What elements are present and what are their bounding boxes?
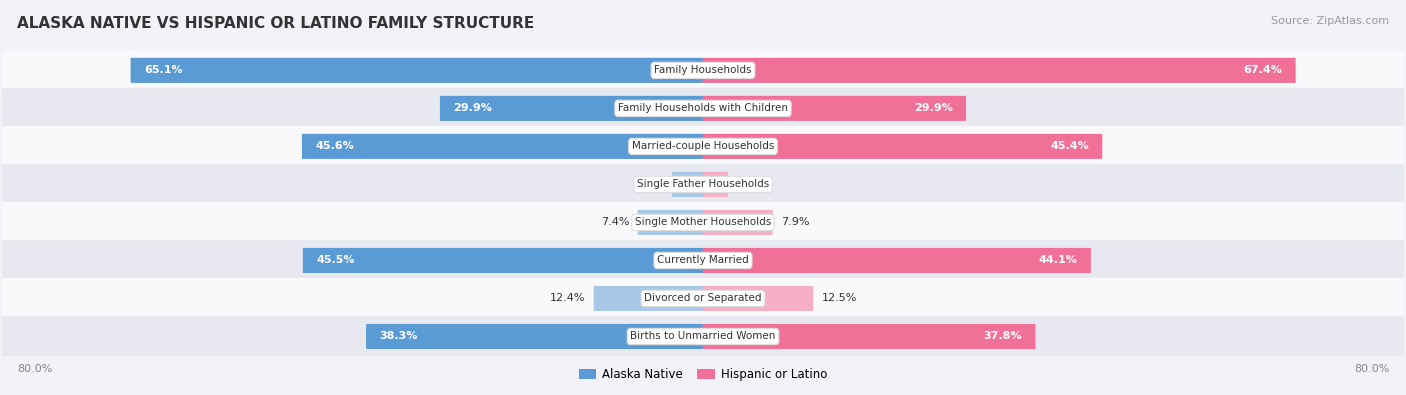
Text: ALASKA NATIVE VS HISPANIC OR LATINO FAMILY STRUCTURE: ALASKA NATIVE VS HISPANIC OR LATINO FAMI… [17,16,534,31]
FancyBboxPatch shape [1,126,1405,167]
Text: 65.1%: 65.1% [145,65,183,75]
Text: 80.0%: 80.0% [1354,364,1389,374]
FancyBboxPatch shape [1,316,1405,357]
Text: Family Households with Children: Family Households with Children [619,103,787,113]
FancyBboxPatch shape [1,240,1405,281]
FancyBboxPatch shape [1,50,1405,91]
FancyBboxPatch shape [1,202,1405,243]
FancyBboxPatch shape [440,96,703,121]
Text: Source: ZipAtlas.com: Source: ZipAtlas.com [1271,16,1389,26]
Text: Births to Unmarried Women: Births to Unmarried Women [630,331,776,342]
FancyBboxPatch shape [366,324,703,349]
Text: 38.3%: 38.3% [380,331,418,342]
Text: 44.1%: 44.1% [1039,256,1077,265]
FancyBboxPatch shape [1,164,1405,205]
Text: Married-couple Households: Married-couple Households [631,141,775,151]
Legend: Alaska Native, Hispanic or Latino: Alaska Native, Hispanic or Latino [574,363,832,386]
FancyBboxPatch shape [703,134,1102,159]
FancyBboxPatch shape [593,286,703,311]
Text: Single Father Households: Single Father Households [637,179,769,190]
Text: 80.0%: 80.0% [17,364,52,374]
FancyBboxPatch shape [131,58,703,83]
Text: 12.5%: 12.5% [821,293,858,303]
Text: 29.9%: 29.9% [914,103,953,113]
FancyBboxPatch shape [703,58,1296,83]
FancyBboxPatch shape [672,172,703,197]
FancyBboxPatch shape [703,286,813,311]
Text: 7.9%: 7.9% [782,217,810,228]
Text: 45.5%: 45.5% [316,256,354,265]
FancyBboxPatch shape [302,134,703,159]
FancyBboxPatch shape [703,172,728,197]
Text: 2.8%: 2.8% [737,179,765,190]
Text: 37.8%: 37.8% [983,331,1022,342]
FancyBboxPatch shape [703,248,1091,273]
Text: 67.4%: 67.4% [1243,65,1282,75]
Text: 45.6%: 45.6% [315,141,354,151]
FancyBboxPatch shape [703,210,773,235]
Text: Currently Married: Currently Married [657,256,749,265]
FancyBboxPatch shape [703,96,966,121]
FancyBboxPatch shape [703,324,1035,349]
Text: Family Households: Family Households [654,65,752,75]
FancyBboxPatch shape [638,210,703,235]
Text: 12.4%: 12.4% [550,293,585,303]
Text: 29.9%: 29.9% [454,103,492,113]
FancyBboxPatch shape [1,278,1405,319]
FancyBboxPatch shape [1,88,1405,129]
Text: 7.4%: 7.4% [600,217,630,228]
Text: 45.4%: 45.4% [1050,141,1088,151]
FancyBboxPatch shape [302,248,703,273]
Text: Single Mother Households: Single Mother Households [636,217,770,228]
Text: 3.5%: 3.5% [636,179,664,190]
Text: Divorced or Separated: Divorced or Separated [644,293,762,303]
